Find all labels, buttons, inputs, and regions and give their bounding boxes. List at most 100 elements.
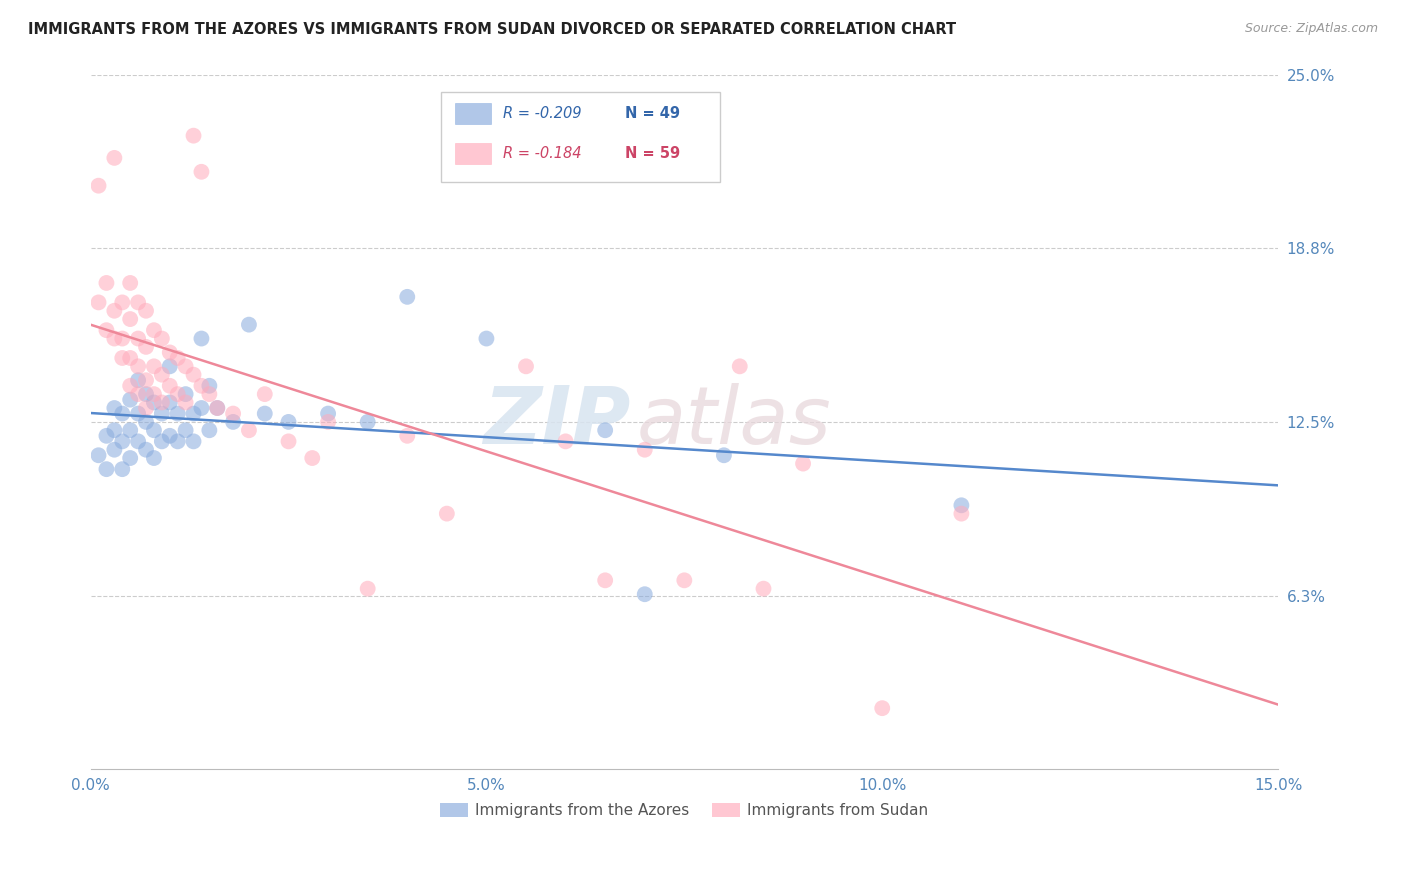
- Point: [159, 359, 181, 374]
- Point: [190, 165, 212, 179]
- Point: [150, 332, 173, 346]
- Text: ZIP: ZIP: [484, 383, 631, 461]
- Point: [142, 359, 165, 374]
- Point: [135, 415, 157, 429]
- Point: [475, 332, 498, 346]
- Point: [634, 442, 657, 457]
- Point: [135, 387, 157, 401]
- Point: [174, 395, 197, 409]
- Text: N = 59: N = 59: [624, 146, 681, 161]
- Text: N = 49: N = 49: [624, 106, 681, 121]
- Point: [396, 290, 419, 304]
- Point: [183, 368, 205, 382]
- Point: [870, 701, 893, 715]
- Point: [166, 351, 188, 365]
- Point: [238, 318, 260, 332]
- Point: [183, 407, 205, 421]
- Point: [103, 303, 125, 318]
- Point: [142, 450, 165, 465]
- Point: [127, 295, 149, 310]
- Point: [159, 345, 181, 359]
- Point: [135, 442, 157, 457]
- Point: [728, 359, 751, 374]
- Point: [174, 387, 197, 401]
- Point: [111, 462, 134, 476]
- Point: [357, 582, 380, 596]
- Point: [792, 457, 814, 471]
- Point: [111, 407, 134, 421]
- Point: [673, 574, 696, 588]
- Point: [238, 423, 260, 437]
- Point: [222, 415, 245, 429]
- Point: [120, 312, 142, 326]
- Point: [222, 407, 245, 421]
- Point: [159, 378, 181, 392]
- Text: R = -0.209: R = -0.209: [503, 106, 581, 121]
- Point: [277, 415, 299, 429]
- Point: [120, 423, 142, 437]
- Point: [253, 387, 276, 401]
- Point: [127, 373, 149, 387]
- Point: [120, 392, 142, 407]
- Point: [198, 378, 221, 392]
- Point: [159, 429, 181, 443]
- Point: [436, 507, 458, 521]
- Point: [127, 407, 149, 421]
- Point: [166, 407, 188, 421]
- Point: [207, 401, 229, 415]
- Point: [96, 429, 118, 443]
- Point: [166, 387, 188, 401]
- Point: [135, 340, 157, 354]
- Point: [593, 423, 616, 437]
- Point: [135, 401, 157, 415]
- FancyBboxPatch shape: [441, 92, 720, 182]
- Text: Source: ZipAtlas.com: Source: ZipAtlas.com: [1244, 22, 1378, 36]
- Point: [301, 450, 323, 465]
- Point: [120, 351, 142, 365]
- Point: [120, 276, 142, 290]
- Point: [103, 423, 125, 437]
- Point: [150, 395, 173, 409]
- Point: [950, 507, 973, 521]
- Point: [111, 295, 134, 310]
- Point: [142, 323, 165, 337]
- Point: [87, 295, 110, 310]
- Point: [316, 407, 339, 421]
- Point: [103, 332, 125, 346]
- Text: R = -0.184: R = -0.184: [503, 146, 581, 161]
- Point: [174, 423, 197, 437]
- Point: [96, 323, 118, 337]
- Point: [96, 462, 118, 476]
- Point: [135, 373, 157, 387]
- Point: [127, 332, 149, 346]
- Point: [515, 359, 537, 374]
- Point: [150, 407, 173, 421]
- Point: [159, 395, 181, 409]
- Point: [950, 498, 973, 512]
- Point: [142, 423, 165, 437]
- Point: [111, 434, 134, 449]
- Point: [96, 276, 118, 290]
- Point: [198, 423, 221, 437]
- Point: [142, 387, 165, 401]
- Point: [183, 128, 205, 143]
- Point: [190, 332, 212, 346]
- Point: [111, 351, 134, 365]
- Point: [174, 359, 197, 374]
- Point: [277, 434, 299, 449]
- Point: [142, 395, 165, 409]
- Point: [135, 303, 157, 318]
- Point: [554, 434, 576, 449]
- Point: [190, 378, 212, 392]
- Point: [87, 448, 110, 462]
- Point: [593, 574, 616, 588]
- Point: [150, 368, 173, 382]
- Text: atlas: atlas: [637, 383, 831, 461]
- Point: [127, 434, 149, 449]
- Point: [127, 359, 149, 374]
- Point: [198, 387, 221, 401]
- Point: [166, 434, 188, 449]
- Point: [190, 401, 212, 415]
- Point: [127, 387, 149, 401]
- Point: [150, 434, 173, 449]
